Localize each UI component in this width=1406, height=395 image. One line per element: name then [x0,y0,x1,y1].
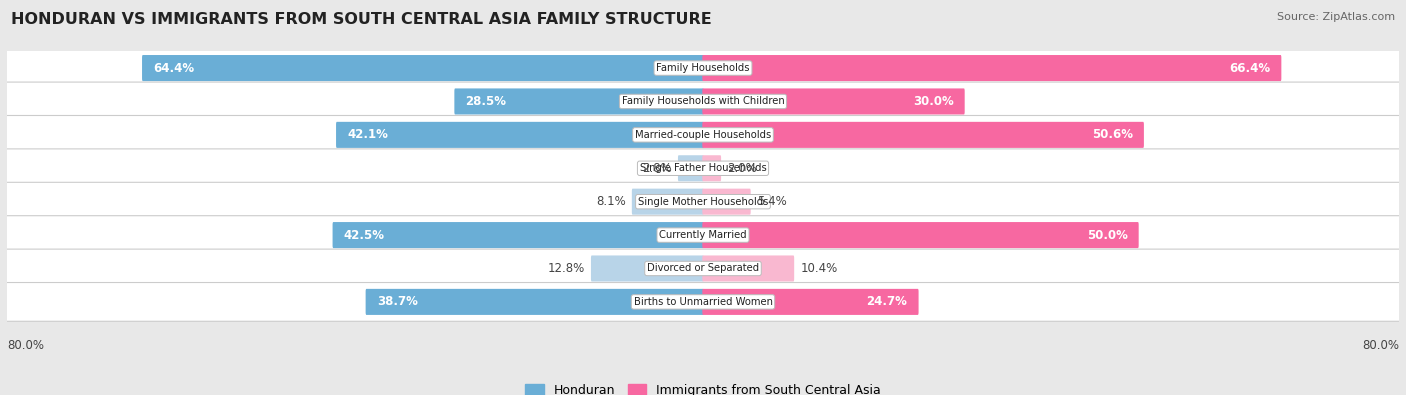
Text: Divorced or Separated: Divorced or Separated [647,263,759,273]
FancyBboxPatch shape [678,155,703,181]
Text: Married-couple Households: Married-couple Households [636,130,770,140]
FancyBboxPatch shape [703,289,918,315]
Text: Single Father Households: Single Father Households [640,163,766,173]
Text: 30.0%: 30.0% [912,95,953,108]
Text: 38.7%: 38.7% [377,295,418,308]
FancyBboxPatch shape [336,122,703,148]
Text: Source: ZipAtlas.com: Source: ZipAtlas.com [1277,12,1395,22]
FancyBboxPatch shape [366,289,703,315]
FancyBboxPatch shape [4,82,1402,121]
Text: 12.8%: 12.8% [547,262,585,275]
FancyBboxPatch shape [631,189,703,215]
FancyBboxPatch shape [703,222,1139,248]
Text: 24.7%: 24.7% [866,295,907,308]
Text: Births to Unmarried Women: Births to Unmarried Women [634,297,772,307]
FancyBboxPatch shape [333,222,703,248]
FancyBboxPatch shape [703,55,1281,81]
Text: 64.4%: 64.4% [153,62,194,75]
Text: 5.4%: 5.4% [756,195,787,208]
FancyBboxPatch shape [703,88,965,115]
FancyBboxPatch shape [703,122,1144,148]
FancyBboxPatch shape [4,216,1402,254]
Text: 2.0%: 2.0% [727,162,756,175]
FancyBboxPatch shape [142,55,703,81]
Text: Currently Married: Currently Married [659,230,747,240]
Text: 80.0%: 80.0% [1362,339,1399,352]
Text: 66.4%: 66.4% [1229,62,1270,75]
FancyBboxPatch shape [703,155,721,181]
FancyBboxPatch shape [4,182,1402,221]
Text: 42.1%: 42.1% [347,128,388,141]
FancyBboxPatch shape [454,88,703,115]
FancyBboxPatch shape [703,189,751,215]
Text: 50.0%: 50.0% [1087,229,1128,242]
FancyBboxPatch shape [4,49,1402,87]
Text: 10.4%: 10.4% [800,262,838,275]
FancyBboxPatch shape [4,282,1402,321]
Text: 8.1%: 8.1% [596,195,626,208]
Text: Single Mother Households: Single Mother Households [638,197,768,207]
Text: Family Households: Family Households [657,63,749,73]
Text: 50.6%: 50.6% [1092,128,1133,141]
FancyBboxPatch shape [703,256,794,282]
Text: 42.5%: 42.5% [343,229,385,242]
FancyBboxPatch shape [4,249,1402,288]
Legend: Honduran, Immigrants from South Central Asia: Honduran, Immigrants from South Central … [520,379,886,395]
Text: HONDURAN VS IMMIGRANTS FROM SOUTH CENTRAL ASIA FAMILY STRUCTURE: HONDURAN VS IMMIGRANTS FROM SOUTH CENTRA… [11,12,711,27]
FancyBboxPatch shape [4,115,1402,154]
Text: 2.8%: 2.8% [643,162,672,175]
FancyBboxPatch shape [4,149,1402,188]
Text: Family Households with Children: Family Households with Children [621,96,785,107]
Text: 28.5%: 28.5% [465,95,506,108]
Text: 80.0%: 80.0% [7,339,44,352]
FancyBboxPatch shape [591,256,703,282]
